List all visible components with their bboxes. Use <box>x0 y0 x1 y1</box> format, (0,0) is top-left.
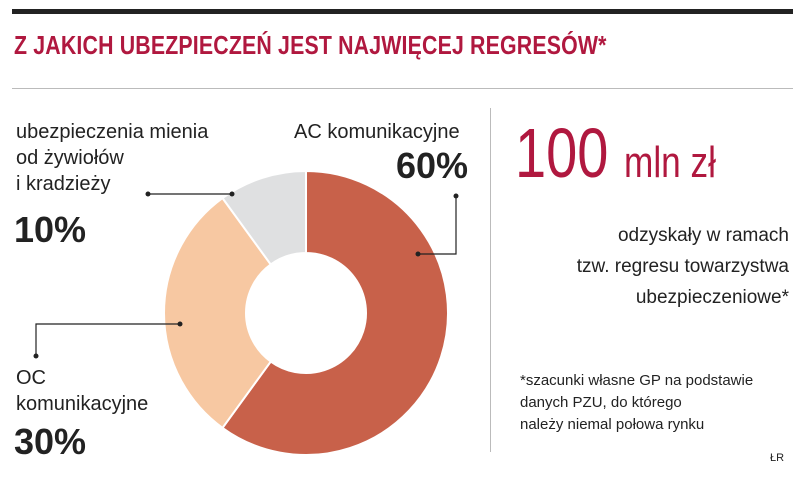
footnote: *szacunki własne GP na podstawie danych … <box>520 370 790 436</box>
leader-lines <box>33 191 459 359</box>
stat-description: odzyskały w ramach tzw. regresu towarzys… <box>489 220 789 313</box>
donut-slice-2 <box>221 169 307 266</box>
donut-slice-1 <box>163 196 273 430</box>
infographic-title: Z JAKICH UBEZPIECZEŃ JEST NAJWIĘCEJ REGR… <box>14 30 607 60</box>
stat-desc-line1: odzyskały w ramach <box>617 225 789 246</box>
ac-label: AC komunikacyjne <box>294 121 460 143</box>
top-rule <box>12 9 793 14</box>
mienie-percent: 10% <box>14 209 87 250</box>
leader-oc-dot-0 <box>177 321 183 327</box>
author-credit: ŁR <box>770 452 785 464</box>
leader-oc-line <box>35 323 180 356</box>
mienie-label-line2: od żywiołów <box>16 147 124 169</box>
stat-desc-line2: tzw. regresu towarzystwa <box>576 256 789 277</box>
oc-percent: 30% <box>14 421 87 462</box>
mienie-label-line1: ubezpieczenia mienia <box>16 121 209 143</box>
leader-ac-dot-0 <box>415 251 421 257</box>
footnote-line2: danych PZU, do którego <box>520 394 682 411</box>
stat-number: 100 <box>515 114 609 192</box>
footnote-line3: należy niemal połowa rynku <box>520 416 705 433</box>
donut-slices <box>163 169 449 456</box>
ac-percent: 60% <box>396 145 469 186</box>
mienie-label-line3: i kradzieży <box>16 173 111 195</box>
leader-oc-dot-1 <box>33 353 39 359</box>
footnote-line1: *szacunki własne GP na podstawie <box>520 372 754 389</box>
column-divider <box>490 108 491 452</box>
oc-label-line2: komunikacyjne <box>16 393 149 415</box>
leader-ac-dot-1 <box>453 193 459 199</box>
leader-mienie-dot-1 <box>145 191 151 197</box>
title-divider <box>12 88 793 89</box>
stat-headline: 100 mln zł <box>515 108 716 208</box>
oc-label-line1: OC <box>16 367 46 389</box>
stat-desc-line3: ubezpieczeniowe* <box>635 287 789 308</box>
donut-slice-0 <box>221 169 449 456</box>
leader-mienie-dot-0 <box>229 191 235 197</box>
leader-ac-line <box>418 196 457 255</box>
stat-unit: mln zł <box>624 138 716 187</box>
